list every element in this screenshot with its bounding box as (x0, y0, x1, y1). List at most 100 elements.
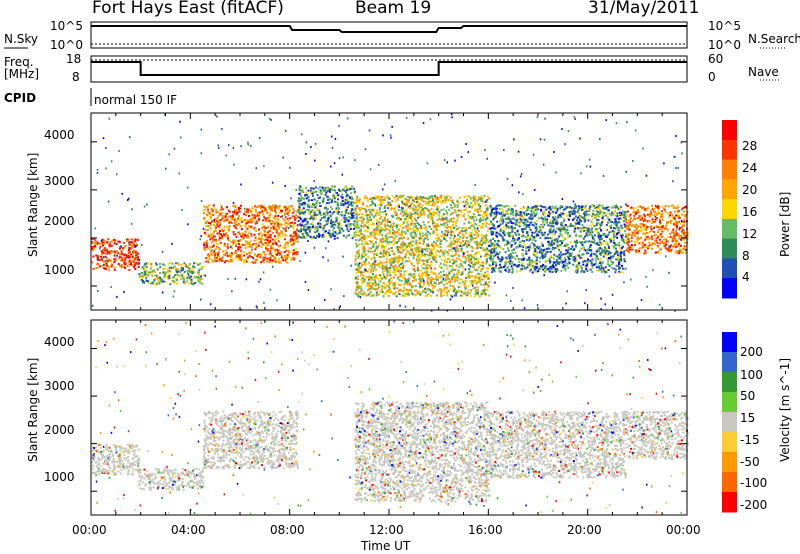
power-cell (396, 198, 399, 201)
power-cell (342, 234, 345, 237)
power-cell (400, 212, 403, 215)
power-cell (393, 207, 395, 210)
power-cell (403, 273, 406, 276)
power-cell (397, 232, 400, 235)
power-cell (96, 266, 99, 269)
power-cell (481, 261, 484, 264)
power-cell (354, 255, 357, 258)
power-cell (514, 218, 517, 221)
power-cell (475, 290, 478, 293)
power-cell (364, 278, 367, 281)
power-cell (209, 238, 212, 241)
power-cell (273, 250, 276, 253)
power-cell (375, 254, 378, 257)
power-cell (402, 291, 405, 294)
power-cell (486, 208, 489, 211)
power-cell (400, 279, 403, 282)
power-cell (452, 206, 454, 209)
power-cell (526, 225, 529, 228)
power-cell (318, 221, 321, 224)
power-cell (204, 221, 207, 224)
power-cell (211, 241, 214, 244)
power-cell (132, 246, 135, 249)
power-cell (548, 209, 551, 212)
power-cell (363, 263, 366, 266)
power-cell (368, 208, 370, 211)
power-cell (468, 270, 471, 273)
power-cell (124, 257, 126, 260)
power-cell (564, 256, 567, 259)
power-cell (312, 215, 315, 218)
power-cell (443, 235, 446, 238)
power-cell (358, 219, 361, 222)
power-cell (99, 258, 102, 261)
power-cell (396, 241, 399, 244)
power-cell (445, 264, 448, 267)
power-cell (306, 217, 309, 220)
power-cell (362, 215, 365, 218)
power-cell (435, 275, 438, 278)
power-cell (134, 251, 137, 254)
power-cell (458, 258, 461, 261)
power-cell (284, 234, 287, 237)
power-cell (219, 209, 222, 212)
power-cell (221, 217, 224, 220)
power-cell (396, 245, 399, 248)
power-cell (375, 263, 378, 266)
power-cell (552, 266, 555, 269)
power-cell (510, 222, 513, 224)
power-cell (367, 289, 370, 292)
power-cell (479, 225, 482, 228)
power-cell (397, 265, 400, 268)
power-cell (342, 220, 345, 223)
power-cell (362, 218, 365, 221)
power-cell (175, 268, 177, 270)
power-cell (223, 244, 226, 247)
power-cell (463, 195, 466, 198)
power-cell (412, 276, 415, 279)
power-cell (370, 276, 373, 279)
power-cell (108, 249, 111, 252)
power-cell (419, 196, 422, 199)
power-cell (209, 227, 212, 229)
power-cell (354, 281, 357, 284)
power-cell (474, 262, 477, 265)
power-cell (423, 213, 426, 216)
power-cell (133, 257, 136, 259)
power-cell (163, 268, 166, 271)
power-cell (605, 250, 608, 252)
power-cell (385, 239, 388, 242)
power-cell (393, 233, 396, 236)
power-cell (359, 210, 362, 213)
power-cell (413, 225, 416, 228)
power-cell (365, 294, 368, 297)
power-cell (209, 228, 212, 231)
power-cell (553, 207, 556, 210)
power-cell (406, 245, 409, 248)
power-cell (415, 293, 418, 296)
power-cell (428, 225, 431, 228)
power-cell (354, 209, 357, 212)
power-cell (105, 252, 108, 255)
power-cell (215, 208, 218, 211)
power-cell (258, 228, 260, 231)
power-cell (434, 255, 437, 258)
power-cell (175, 262, 177, 265)
power-cell (559, 230, 562, 233)
power-cell (537, 208, 540, 211)
power-cell (514, 251, 517, 254)
power-cell (372, 223, 375, 225)
power-cell (445, 282, 448, 285)
power-cell (217, 251, 220, 254)
power-cell (183, 262, 186, 265)
power-cell (417, 216, 419, 219)
power-cell (256, 211, 259, 214)
power-cell (401, 223, 404, 226)
power-cell (415, 247, 418, 250)
power-cell (191, 282, 194, 285)
power-cell (486, 276, 489, 279)
power-cell (424, 271, 427, 274)
power-cell (388, 236, 391, 239)
power-cell (333, 221, 336, 224)
power-cell (390, 247, 393, 250)
